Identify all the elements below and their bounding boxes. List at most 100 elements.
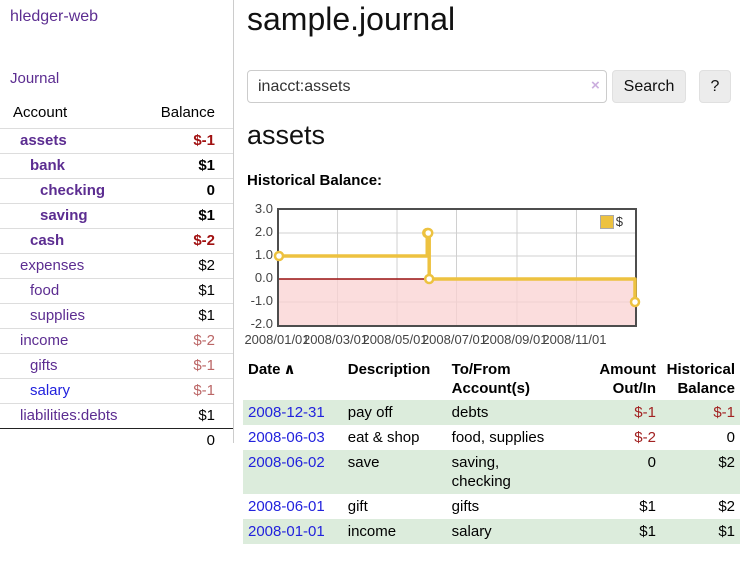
accounts-table: Account Balance assets $-1 bank $1 check… bbox=[0, 100, 233, 453]
accounts-total-row: 0 bbox=[0, 428, 233, 453]
transaction-balance: 0 bbox=[726, 429, 735, 446]
chart-canvas bbox=[273, 210, 641, 325]
search-button[interactable]: Search bbox=[612, 70, 686, 103]
transaction-accounts: salary bbox=[451, 523, 492, 540]
chart-y-axis-labels: 3.0 2.0 1.0 0.0 -1.0 -2.0 bbox=[247, 202, 273, 330]
transaction-amount: $-1 bbox=[634, 404, 656, 421]
x-tick-label: 2008/09/01 bbox=[482, 332, 548, 347]
transaction-date-link[interactable]: 2008-06-03 bbox=[248, 429, 325, 446]
y-tick-label: -2.0 bbox=[250, 316, 273, 331]
account-balance: $1 bbox=[135, 303, 233, 329]
account-row: salary $-1 bbox=[0, 378, 233, 404]
x-tick-label: 2008/05/01 bbox=[362, 332, 428, 347]
account-balance: 0 bbox=[135, 178, 233, 204]
account-row: gifts $-1 bbox=[0, 353, 233, 379]
clear-search-icon[interactable]: × bbox=[591, 77, 600, 94]
account-balance: $-1 bbox=[135, 128, 233, 154]
page-title: sample.journal bbox=[247, 1, 456, 37]
account-row: food $1 bbox=[0, 278, 233, 304]
x-tick-label: 2008/03/01 bbox=[302, 332, 369, 347]
account-link-liabilities-debts[interactable]: liabilities:debts bbox=[20, 407, 118, 424]
column-header-date[interactable]: Date ∧ bbox=[248, 361, 296, 378]
account-balance: $1 bbox=[135, 278, 233, 304]
account-link-saving[interactable]: saving bbox=[40, 207, 88, 224]
search-help-button[interactable]: ? bbox=[699, 70, 731, 103]
transaction-amount: $1 bbox=[639, 523, 656, 540]
account-row: cash $-2 bbox=[0, 228, 233, 254]
transaction-row: 2008-06-03 eat & shop food, supplies $-2… bbox=[243, 425, 740, 450]
transactions-header-row: Date ∧ Description To/From Account(s) Amo… bbox=[243, 358, 740, 400]
account-row: expenses $2 bbox=[0, 253, 233, 279]
accounts-header-balance: Balance bbox=[160, 104, 215, 121]
legend-swatch-icon bbox=[599, 214, 614, 229]
chart-heading: Historical Balance: bbox=[247, 172, 383, 189]
account-row: bank $1 bbox=[0, 153, 233, 179]
accounts-header-row: Account Balance bbox=[0, 100, 233, 129]
chart-plot-area[interactable]: $ bbox=[273, 208, 641, 327]
account-balance: $-1 bbox=[135, 378, 233, 404]
section-title: assets bbox=[247, 120, 326, 150]
y-tick-label: 1.0 bbox=[254, 247, 273, 262]
transaction-date-link[interactable]: 2008-01-01 bbox=[248, 523, 325, 540]
account-row: supplies $1 bbox=[0, 303, 233, 329]
account-balance: $1 bbox=[135, 153, 233, 179]
account-link-assets[interactable]: assets bbox=[20, 132, 67, 149]
transaction-description: income bbox=[347, 523, 397, 540]
account-balance: $-1 bbox=[135, 353, 233, 379]
transaction-description: save bbox=[347, 454, 380, 471]
chart-x-axis-labels: 2008/01/01 2008/03/01 2008/05/01 2008/07/01… bbox=[244, 332, 742, 350]
column-header-balance: Historical Balance bbox=[666, 361, 735, 397]
column-header-accounts: To/From Account(s) bbox=[451, 361, 531, 397]
transaction-balance: $1 bbox=[718, 523, 735, 540]
transaction-accounts: food, supplies bbox=[451, 429, 545, 446]
accounts-total-balance: 0 bbox=[135, 428, 233, 453]
transaction-balance: $-1 bbox=[713, 404, 735, 421]
sidebar-item-journal[interactable]: Journal bbox=[10, 70, 60, 87]
app-title-link[interactable]: hledger-web bbox=[10, 8, 99, 25]
transaction-date-link[interactable]: 2008-06-02 bbox=[248, 454, 325, 471]
transaction-row: 2008-01-01 income salary $1 $1 bbox=[243, 519, 740, 544]
transaction-amount: $-2 bbox=[634, 429, 656, 446]
legend-label: $ bbox=[615, 214, 623, 229]
x-tick-label: 2008/01/01 bbox=[244, 332, 310, 347]
column-header-amount: Amount Out/In bbox=[599, 361, 656, 397]
transaction-row: 2008-06-02 save saving, checking 0 $2 bbox=[243, 450, 740, 494]
sidebar: hledger-web Journal Account Balance asse… bbox=[0, 0, 234, 453]
transaction-date-link[interactable]: 2008-06-01 bbox=[248, 498, 325, 515]
x-tick-label: 2008/07/01 bbox=[421, 332, 488, 347]
account-link-expenses[interactable]: expenses bbox=[20, 257, 85, 274]
y-tick-label: 2.0 bbox=[254, 224, 273, 239]
y-tick-label: -1.0 bbox=[250, 293, 273, 308]
transaction-description: eat & shop bbox=[347, 429, 420, 446]
transaction-balance: $2 bbox=[718, 498, 735, 515]
account-link-bank[interactable]: bank bbox=[30, 157, 66, 174]
account-row: saving $1 bbox=[0, 203, 233, 229]
transaction-row: 2008-12-31 pay off debts $-1 $-1 bbox=[243, 400, 740, 425]
account-link-cash[interactable]: cash bbox=[30, 232, 65, 249]
account-link-food[interactable]: food bbox=[30, 282, 60, 299]
search-input[interactable] bbox=[247, 70, 607, 103]
account-link-supplies[interactable]: supplies bbox=[30, 307, 86, 324]
transactions-table: Date ∧ Description To/From Account(s) Amo… bbox=[243, 358, 740, 544]
transaction-date-link[interactable]: 2008-12-31 bbox=[248, 404, 325, 421]
account-link-salary[interactable]: salary bbox=[30, 382, 71, 399]
account-link-gifts[interactable]: gifts bbox=[30, 357, 58, 374]
account-link-checking[interactable]: checking bbox=[40, 182, 106, 199]
account-balance: $1 bbox=[135, 403, 233, 429]
account-balance: $-2 bbox=[135, 228, 233, 254]
account-link-income[interactable]: income bbox=[20, 332, 69, 349]
y-tick-label: 3.0 bbox=[254, 201, 273, 216]
transaction-accounts: saving, checking bbox=[451, 454, 511, 490]
column-header-description: Description bbox=[347, 361, 431, 378]
transaction-description: pay off bbox=[347, 404, 393, 421]
historical-balance-chart: 3.0 2.0 1.0 0.0 -1.0 -2.0 $ 2008/01/01 2008/03… bbox=[244, 202, 742, 353]
sort-ascending-icon: ∧ bbox=[283, 361, 296, 378]
transaction-balance: $2 bbox=[718, 454, 735, 471]
chart-legend: $ bbox=[599, 214, 623, 229]
account-balance: $-2 bbox=[135, 328, 233, 354]
account-row: income $-2 bbox=[0, 328, 233, 354]
accounts-header-account: Account bbox=[13, 104, 68, 121]
transaction-row: 2008-06-01 gift gifts $1 $2 bbox=[243, 494, 740, 519]
y-tick-label: 0.0 bbox=[254, 270, 273, 285]
